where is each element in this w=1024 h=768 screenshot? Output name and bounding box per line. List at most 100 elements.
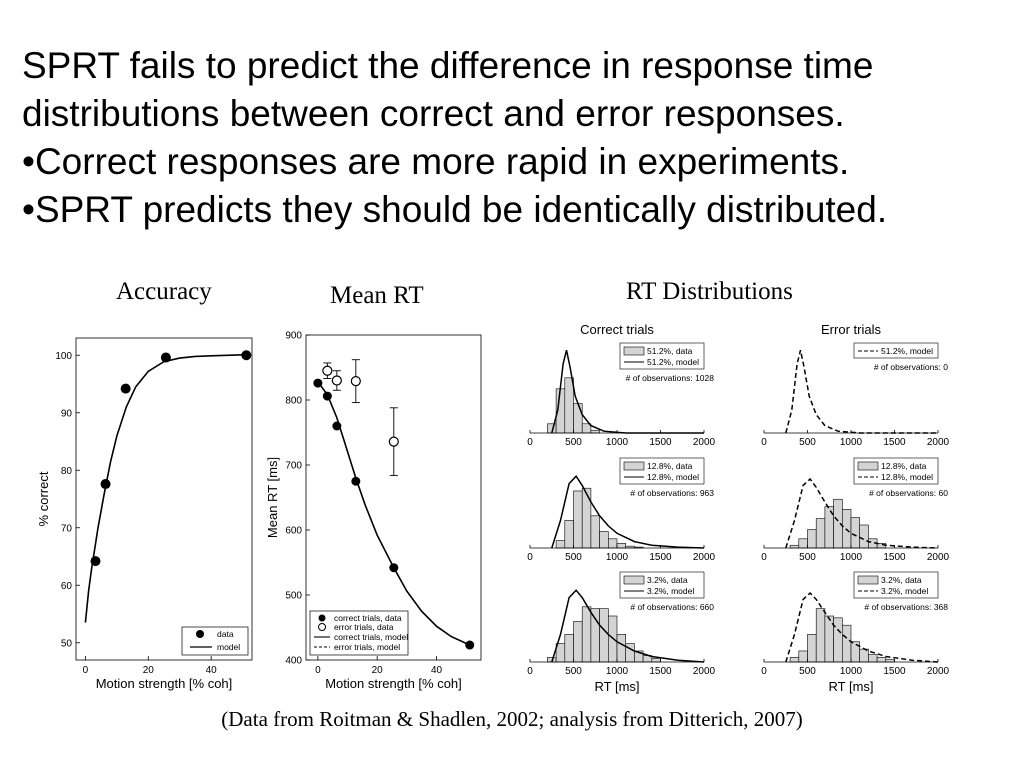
rt-xtick-label: 1500 [883, 437, 906, 448]
rt-model-curve [551, 474, 705, 549]
rt-xtick-label: 1500 [883, 552, 906, 563]
meanrt-ytick-label: 600 [285, 526, 302, 537]
rt-hist-bar [573, 621, 583, 663]
rt-xtick-label: 1000 [840, 666, 863, 677]
meanrt-xtick-label: 40 [431, 665, 443, 676]
accuracy-data-point [120, 383, 131, 394]
rt-xtick-label: 2000 [693, 552, 716, 563]
rt-observation-count: # of observations: 0 [874, 362, 948, 372]
rt-hist-bar [616, 543, 626, 549]
rt-xtick-label: 2000 [693, 666, 716, 677]
accuracy-xtick-label: 0 [83, 665, 89, 676]
rt-legend-label: 51.2%, model [881, 346, 933, 356]
rt-xtick-label: 1500 [649, 437, 672, 448]
rt-xtick-label: 500 [565, 666, 582, 677]
meanrt-ytick-label: 900 [285, 331, 302, 342]
meanrt-legend-label: error trials, model [334, 642, 400, 652]
rt-xtick-label: 1500 [649, 552, 672, 563]
rt-xtick-label: 1500 [883, 666, 906, 677]
accuracy-xtick-label: 40 [206, 665, 218, 676]
rt-legend-label: 3.2%, model [881, 586, 928, 596]
meanrt-error-data-point [331, 375, 342, 386]
meanrt-xtick-label: 20 [372, 665, 384, 676]
rt-legend-label: 3.2%, model [647, 586, 694, 596]
rt-legend-box [853, 342, 939, 359]
rt-hist-bar [868, 654, 878, 663]
rt-xlabel: RT [ms] [594, 679, 639, 694]
meanrt-ytick-label: 400 [285, 656, 302, 667]
rt-hist-bar [564, 520, 574, 549]
rt-legend-label: 51.2%, data [647, 346, 693, 356]
rt-xtick-label: 2000 [927, 552, 950, 563]
rt-legend-label: 3.2%, data [881, 575, 922, 585]
accuracy-ytick-label: 60 [61, 581, 73, 592]
rt-hist-bar [815, 608, 826, 663]
accuracy-model-curve [84, 353, 247, 623]
rt-hist-bar [807, 634, 817, 663]
rt-hist-bar [599, 608, 609, 663]
rt-legend-swatch-data [857, 461, 879, 471]
meanrt-legend-marker-correct-data [318, 614, 326, 622]
rt-model-curve [785, 477, 939, 549]
accuracy-ytick-label: 80 [61, 466, 73, 477]
rt-hist-bar [850, 517, 860, 549]
rt-legend-swatch-data [857, 575, 879, 585]
meanrt-correct-data-point [465, 640, 475, 650]
rt-xtick-label: 500 [799, 437, 816, 448]
rt-legend-label: 12.8%, data [881, 461, 927, 471]
rt-observation-count: # of observations: 963 [630, 488, 714, 498]
rt-xtick-label: 0 [761, 552, 767, 563]
headline-line-1: SPRT fails to predict the difference in … [22, 45, 874, 86]
accuracy-data-point [160, 352, 171, 363]
rt-xlabel: RT [ms] [828, 679, 873, 694]
meanrt-ytick-label: 800 [285, 396, 302, 407]
meanrt-error-data-point [322, 365, 333, 376]
accuracy-ylabel: % correct [36, 471, 51, 526]
rt-hist-bar [841, 624, 852, 663]
rt-hist-bar [789, 657, 800, 663]
rt-legend-label: 51.2%, model [647, 357, 699, 367]
rt-legend-label: 12.8%, model [647, 472, 699, 482]
rt-hist-bar [876, 657, 887, 663]
rt-legend-label: 12.8%, data [647, 461, 693, 471]
source-caption: (Data from Roitman & Shadlen, 2002; anal… [221, 707, 803, 731]
accuracy-axes-frame [75, 337, 253, 661]
rt-xtick-label: 2000 [927, 437, 950, 448]
rt-xtick-label: 500 [799, 666, 816, 677]
rt-hist-bar [581, 606, 592, 663]
rt-xtick-label: 0 [527, 666, 533, 677]
rt-hist-bar [607, 538, 618, 549]
meanrt-legend-label: error trials, data [334, 622, 394, 632]
meanrt-error-data-point [388, 436, 399, 447]
rt-hist-bar [581, 423, 592, 434]
rt-hist-bar [807, 529, 817, 549]
rt-hist-bar [651, 658, 661, 663]
meanrt-legend-marker-error-data [318, 623, 326, 631]
rt-observation-count: # of observations: 368 [864, 602, 948, 612]
rt-hist-bar [833, 617, 843, 663]
meanrt-correct-data-point [332, 421, 342, 431]
rt-hist-bar [789, 544, 800, 549]
bullet-sprt-identical: •SPRT predicts they should be identicall… [22, 189, 888, 230]
rt-xtick-label: 1000 [606, 666, 629, 677]
meanrt-error-data-point [350, 376, 361, 387]
bullet-correct-faster: •Correct responses are more rapid in exp… [22, 141, 850, 182]
rt-hist-bar [564, 377, 574, 434]
rt-xtick-label: 0 [527, 437, 533, 448]
rt-hist-bar [885, 658, 895, 663]
meanrt-correct-data-point [322, 391, 332, 401]
accuracy-data-point [100, 479, 111, 490]
rt-hist-bar [599, 531, 609, 549]
rt-hist-bar [573, 403, 583, 434]
rt-xtick-label: 0 [761, 437, 767, 448]
meanrt-xlabel: Motion strength [% coh] [325, 676, 462, 691]
accuracy-ytick-label: 100 [55, 351, 72, 362]
rt-xtick-label: 2000 [693, 437, 716, 448]
rt-hist-bar [824, 615, 834, 663]
rt-hist-bar [573, 490, 583, 549]
rt-hist-bar [859, 648, 869, 663]
rt-model-curve [785, 591, 939, 663]
rt-hist-bar [616, 634, 626, 663]
accuracy-ytick-label: 90 [61, 408, 73, 419]
